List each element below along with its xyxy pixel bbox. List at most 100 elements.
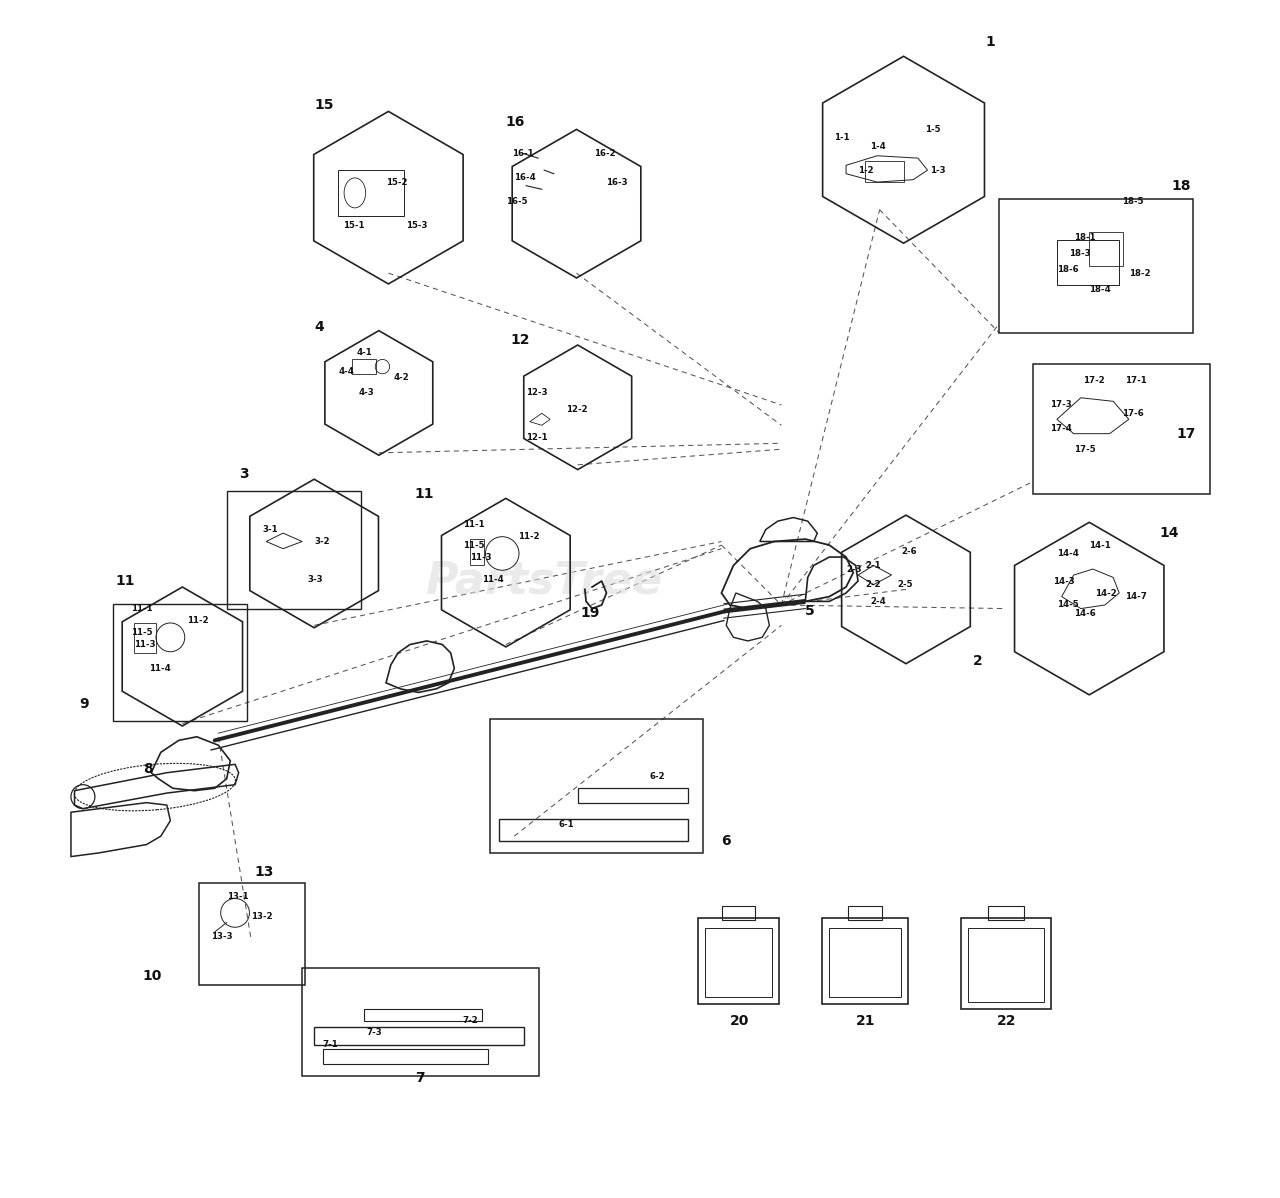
Bar [847,906,882,920]
Text: 8: 8 [143,762,152,776]
Text: 14-3: 14-3 [1053,576,1075,586]
Bar [200,883,305,985]
Text: 10: 10 [143,969,163,984]
Text: 4-2: 4-2 [393,373,410,382]
Text: 5: 5 [805,604,815,618]
Text: ™: ™ [781,595,794,607]
Bar [134,623,156,653]
Bar [490,719,704,853]
Text: 6: 6 [722,834,731,848]
Text: 2-4: 2-4 [870,597,886,606]
Text: 11-1: 11-1 [131,604,152,613]
Text: 18-5: 18-5 [1121,196,1143,206]
Bar [961,918,1051,1009]
Bar [302,968,539,1076]
Text: 13-3: 13-3 [211,932,233,942]
Text: 14-7: 14-7 [1125,592,1147,601]
Text: 16-4: 16-4 [515,173,536,182]
Text: 18-6: 18-6 [1057,265,1079,274]
Text: 3-2: 3-2 [314,537,330,546]
Text: 11-2: 11-2 [187,616,209,625]
Text: 18-2: 18-2 [1129,268,1151,278]
Text: 4-4: 4-4 [338,367,355,376]
Bar [314,1027,524,1045]
Bar [698,918,780,1004]
Text: 11-1: 11-1 [462,520,484,530]
Text: 18-3: 18-3 [1069,249,1091,259]
Text: 19: 19 [580,606,599,621]
Text: 3: 3 [238,467,248,482]
Text: 14: 14 [1160,526,1179,540]
Text: 18-1: 18-1 [1074,232,1096,242]
Text: 3-1: 3-1 [262,525,278,534]
Text: 14-6: 14-6 [1074,609,1096,618]
Text: 21: 21 [855,1014,876,1028]
Bar [352,359,376,374]
Text: 12-3: 12-3 [526,388,548,398]
Text: 14-1: 14-1 [1089,540,1111,550]
Text: 11-4: 11-4 [148,664,170,673]
Text: 16-5: 16-5 [506,196,527,206]
Bar [499,819,687,841]
Text: 2-5: 2-5 [897,580,913,589]
Text: 11: 11 [115,574,134,588]
Text: 18: 18 [1172,179,1192,193]
Text: 9: 9 [79,697,90,712]
Text: 18-4: 18-4 [1089,285,1111,295]
Text: 16-2: 16-2 [594,149,616,158]
Bar [113,604,247,721]
Text: 11-3: 11-3 [134,640,156,649]
Bar [865,161,904,182]
Text: 2-2: 2-2 [865,580,881,589]
Text: 15: 15 [314,98,334,113]
Text: 15-2: 15-2 [387,177,407,187]
Text: 17-3: 17-3 [1050,400,1071,410]
Text: 15-1: 15-1 [343,220,365,230]
Text: 11-4: 11-4 [481,575,503,585]
Text: 1-2: 1-2 [858,165,874,175]
Bar [968,928,1043,1002]
Bar [323,1049,488,1064]
Text: 13: 13 [255,865,274,879]
Text: 11-5: 11-5 [131,628,152,637]
Text: 16: 16 [506,115,525,129]
Text: 4-1: 4-1 [356,347,371,357]
Bar [822,918,909,1004]
Text: 6-1: 6-1 [558,819,575,829]
Bar [1089,232,1123,266]
Text: 2-6: 2-6 [901,546,916,556]
Text: 13-2: 13-2 [251,912,273,921]
Bar [227,491,361,609]
Text: 16-3: 16-3 [607,177,628,187]
Text: 16-1: 16-1 [512,149,534,158]
Text: 17: 17 [1176,426,1196,441]
Text: 11: 11 [415,486,434,501]
Text: 1-4: 1-4 [870,141,886,151]
Bar [1000,199,1193,333]
Text: 17-5: 17-5 [1074,444,1096,454]
Text: 2-1: 2-1 [865,561,881,570]
Text: 11-2: 11-2 [518,532,539,541]
Bar [829,928,901,997]
Text: 1-5: 1-5 [925,125,941,134]
Text: 11-5: 11-5 [462,540,484,550]
Text: 12: 12 [511,333,530,347]
Text: 12-2: 12-2 [566,405,588,415]
Text: 2: 2 [973,654,983,668]
Bar [577,788,687,803]
Bar [988,906,1024,920]
Bar [722,906,754,920]
Text: 20: 20 [730,1014,749,1028]
Text: 12-1: 12-1 [526,432,548,442]
Text: 14-4: 14-4 [1057,549,1079,558]
Bar [1057,240,1119,285]
Text: 2-3: 2-3 [846,564,861,574]
Text: 17-6: 17-6 [1121,409,1143,418]
Bar [338,170,404,216]
Text: 7-1: 7-1 [323,1040,338,1049]
Text: 17-1: 17-1 [1125,376,1147,386]
Text: 14-5: 14-5 [1057,600,1079,610]
Text: 17-2: 17-2 [1083,376,1105,386]
Text: 15-3: 15-3 [406,220,428,230]
Text: 7: 7 [415,1071,425,1085]
